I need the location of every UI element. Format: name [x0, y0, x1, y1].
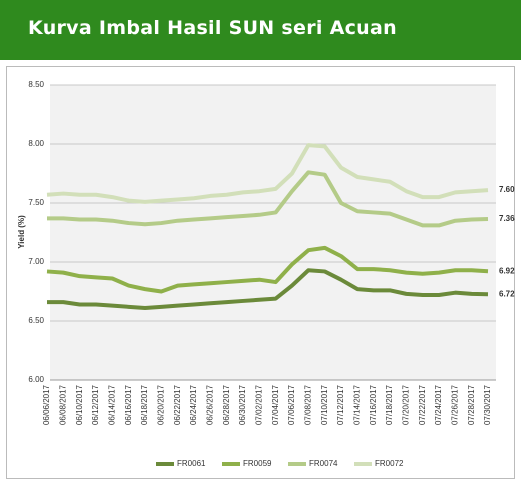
x-tick-label: 07/24/2017	[434, 384, 443, 425]
x-tick-label: 06/28/2017	[222, 384, 231, 425]
x-tick-label: 07/28/2017	[467, 384, 476, 425]
y-tick-label: 7.50	[28, 198, 44, 207]
x-tick-label: 06/12/2017	[91, 384, 100, 425]
header-bar: Kurva Imbal Hasil SUN seri Acuan	[0, 0, 521, 60]
x-tick-label: 06/10/2017	[75, 384, 84, 425]
x-tick-label: 07/16/2017	[369, 384, 378, 425]
y-tick-label: 8.00	[28, 139, 44, 148]
end-value-label: 6.727	[499, 289, 515, 298]
x-tick-label: 07/20/2017	[401, 384, 410, 425]
x-tick-label: 07/08/2017	[303, 384, 312, 425]
chart-panel: Yield (%) 6.00 6.50 7.00 7.50 8.00 8.50 06/06/…	[6, 66, 520, 483]
x-tick-label: 07/14/2017	[352, 384, 361, 425]
chart: Yield (%) 6.00 6.50 7.00 7.50 8.00 8.50 06/06/…	[6, 66, 520, 479]
y-tick-label: 8.50	[28, 80, 44, 89]
end-value-label: 7.364	[499, 214, 515, 223]
x-tick-label: 07/22/2017	[418, 384, 427, 425]
x-tick-label: 06/06/2017	[42, 384, 51, 425]
series-line	[46, 143, 489, 204]
x-tick-label: 06/24/2017	[189, 384, 198, 425]
x-tick-label: 06/08/2017	[58, 384, 67, 425]
x-tick-label: 06/20/2017	[156, 384, 165, 425]
x-tick-label: 07/18/2017	[385, 384, 394, 425]
header-title: Kurva Imbal Hasil SUN seri Acuan	[28, 17, 397, 39]
x-tick-label: 07/10/2017	[320, 384, 329, 425]
y-axis-label: Yield (%)	[17, 215, 26, 249]
legend-label: FR0061	[177, 459, 206, 468]
x-tick-label: 06/26/2017	[205, 384, 214, 425]
x-tick-label: 07/06/2017	[287, 384, 296, 425]
y-tick-label: 6.50	[28, 316, 44, 325]
legend-label: FR0059	[243, 459, 272, 468]
x-tick-label: 06/22/2017	[173, 384, 182, 425]
x-tick-label: 07/04/2017	[271, 384, 280, 425]
end-value-label: 7.609	[499, 185, 515, 194]
series-line	[46, 245, 489, 294]
series-line	[47, 170, 489, 228]
x-tick-label: 06/16/2017	[124, 384, 133, 425]
x-tick-label: 07/02/2017	[254, 384, 263, 425]
x-tick-label: 07/30/2017	[483, 384, 492, 425]
legend-label: FR0072	[375, 459, 404, 468]
x-tick-label: 06/18/2017	[140, 384, 149, 425]
x-tick-label: 07/26/2017	[450, 384, 459, 425]
y-tick-label: 7.00	[28, 257, 44, 266]
end-value-label: 6.922	[499, 266, 515, 275]
series-line	[47, 268, 489, 311]
legend-label: FR0074	[309, 459, 338, 468]
y-tick-label: 6.00	[28, 375, 44, 384]
x-tick-label: 07/12/2017	[336, 384, 345, 425]
x-tick-label: 06/30/2017	[238, 384, 247, 425]
x-tick-label: 06/14/2017	[107, 384, 116, 425]
plot-area	[50, 85, 496, 380]
